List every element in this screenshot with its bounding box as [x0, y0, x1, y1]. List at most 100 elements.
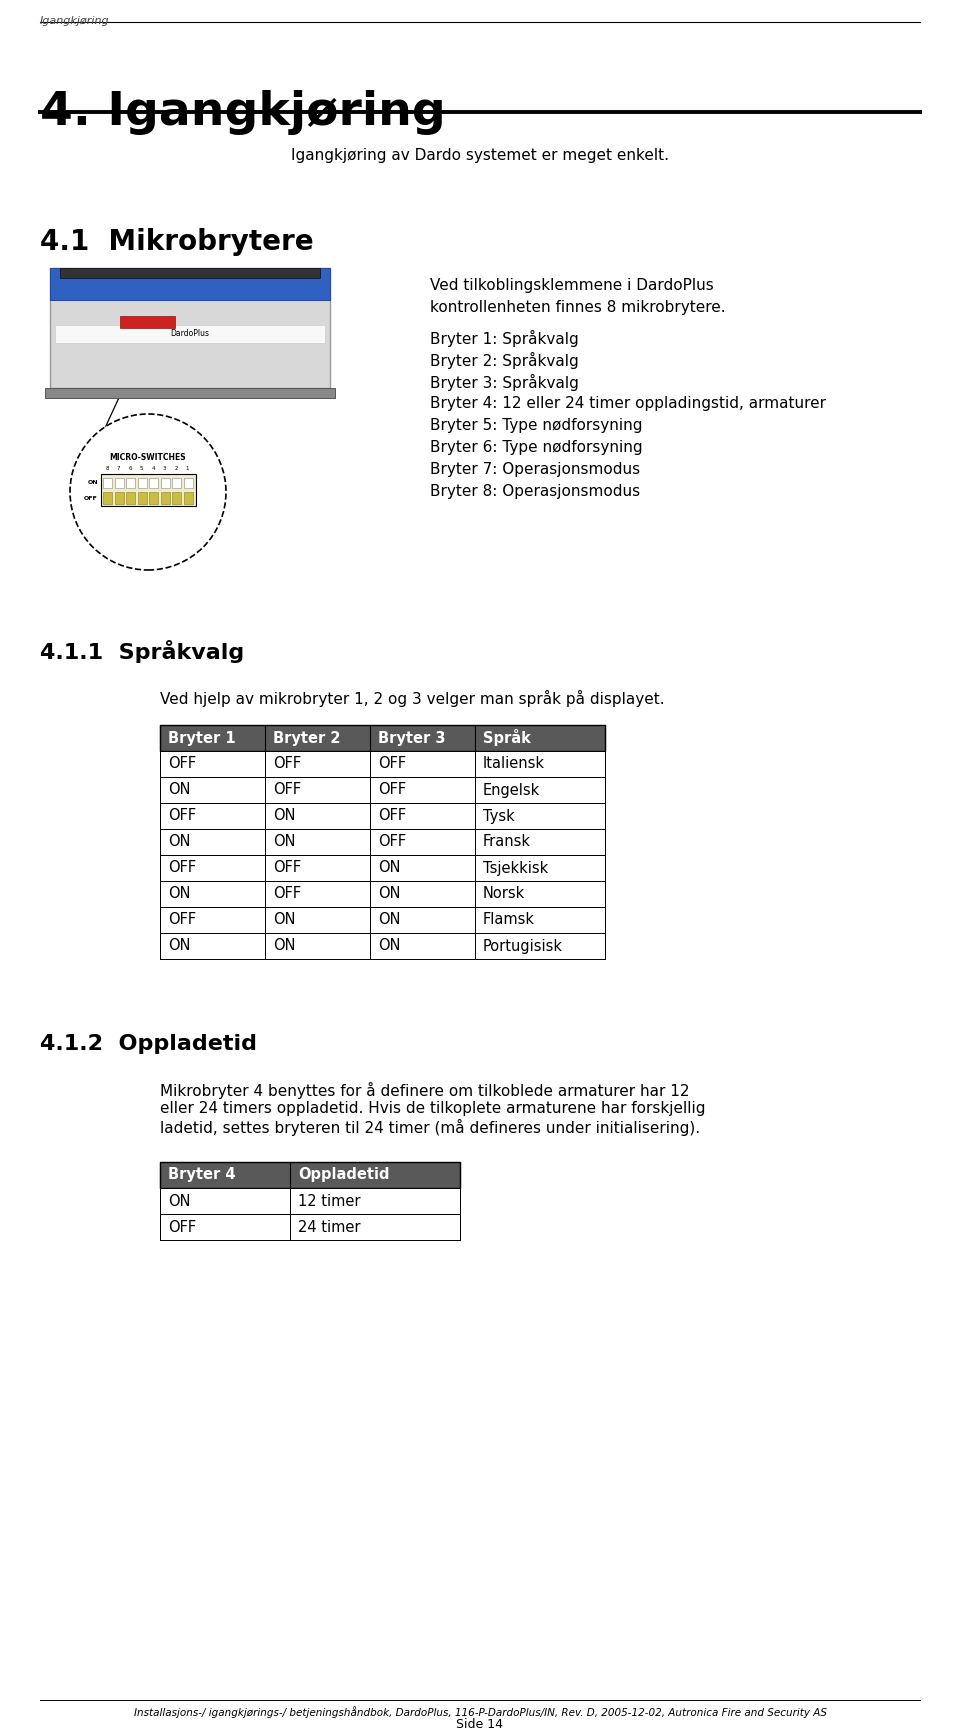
Text: Tsjekkisk: Tsjekkisk	[483, 861, 548, 875]
Text: Bryter 6: Type nødforsyning: Bryter 6: Type nødforsyning	[430, 439, 642, 455]
Text: Engelsk: Engelsk	[483, 783, 540, 797]
Bar	[160, 906, 605, 932]
Text: kontrollenheten finnes 8 mikrobrytere.: kontrollenheten finnes 8 mikrobrytere.	[430, 300, 726, 314]
Bar	[103, 491, 112, 503]
Bar	[126, 491, 135, 503]
Bar	[172, 491, 181, 503]
Text: OFF: OFF	[273, 887, 301, 901]
Text: 4.1.2  Oppladetid: 4.1.2 Oppladetid	[40, 1035, 257, 1054]
Text: OFF: OFF	[168, 757, 196, 771]
Text: Ved tilkoblingsklemmene i DardoPlus: Ved tilkoblingsklemmene i DardoPlus	[430, 278, 713, 293]
Text: Bryter 8: Operasjonsmodus: Bryter 8: Operasjonsmodus	[430, 484, 640, 498]
Text: Mikrobryter 4 benyttes for å definere om tilkoblede armaturer har 12
eller 24 ti: Mikrobryter 4 benyttes for å definere om…	[160, 1082, 706, 1137]
Text: OFF: OFF	[378, 757, 406, 771]
Text: Side 14: Side 14	[457, 1719, 503, 1731]
Text: Portugisisk: Portugisisk	[483, 939, 563, 953]
Bar	[120, 316, 175, 328]
Ellipse shape	[70, 413, 226, 569]
Text: OFF: OFF	[168, 913, 196, 927]
Text: ON: ON	[168, 783, 190, 797]
Text: OFF: OFF	[273, 757, 301, 771]
Text: Igangkjøring av Dardo systemet er meget enkelt.: Igangkjøring av Dardo systemet er meget …	[291, 148, 669, 163]
Bar	[55, 325, 325, 344]
Bar	[160, 830, 605, 856]
Bar	[172, 477, 181, 488]
Text: OFF: OFF	[378, 809, 406, 823]
Text: 6: 6	[129, 467, 132, 472]
Text: ON: ON	[378, 939, 400, 953]
Text: Fransk: Fransk	[483, 835, 531, 849]
Bar	[114, 477, 124, 488]
Bar	[160, 856, 605, 880]
Text: 24 timer: 24 timer	[298, 1219, 361, 1234]
Bar	[183, 491, 193, 503]
Bar	[160, 491, 170, 503]
Text: Bryter 4: Bryter 4	[168, 1168, 235, 1182]
Text: OFF: OFF	[168, 809, 196, 823]
Text: OFF: OFF	[84, 495, 98, 500]
Text: Bryter 3: Språkvalg: Bryter 3: Språkvalg	[430, 373, 579, 391]
Text: ON: ON	[168, 887, 190, 901]
Text: MICRO-SWITCHES: MICRO-SWITCHES	[109, 453, 186, 462]
Text: Igangkjøring: Igangkjøring	[40, 16, 109, 26]
Text: Bryter 1: Språkvalg: Bryter 1: Språkvalg	[430, 330, 579, 347]
Bar	[60, 267, 320, 278]
Text: Tysk: Tysk	[483, 809, 515, 823]
Text: ON: ON	[168, 939, 190, 953]
Bar	[50, 267, 330, 300]
Bar	[160, 726, 605, 752]
Text: ON: ON	[273, 939, 296, 953]
Bar	[149, 491, 158, 503]
Text: ON: ON	[168, 1194, 190, 1208]
Text: OFF: OFF	[378, 783, 406, 797]
Bar	[137, 491, 147, 503]
Text: Bryter 2: Språkvalg: Bryter 2: Språkvalg	[430, 352, 579, 370]
Bar	[126, 477, 135, 488]
Bar	[160, 880, 605, 906]
Text: 2: 2	[175, 467, 178, 472]
Text: ON: ON	[273, 809, 296, 823]
Text: Bryter 2: Bryter 2	[273, 731, 341, 745]
Text: Språk: Språk	[483, 729, 531, 746]
Text: ON: ON	[378, 913, 400, 927]
Text: 4.1  Mikrobrytere: 4.1 Mikrobrytere	[40, 227, 314, 255]
Bar	[160, 804, 605, 830]
Text: OFF: OFF	[273, 861, 301, 875]
Bar	[114, 491, 124, 503]
Text: 8: 8	[106, 467, 108, 472]
Bar	[103, 477, 112, 488]
Bar	[160, 477, 170, 488]
Bar	[160, 778, 605, 804]
Text: OFF: OFF	[168, 1219, 196, 1234]
Bar	[183, 477, 193, 488]
Bar	[160, 1213, 460, 1240]
Text: Bryter 3: Bryter 3	[378, 731, 445, 745]
Text: 3: 3	[163, 467, 166, 472]
Text: 1: 1	[185, 467, 189, 472]
Text: Bryter 7: Operasjonsmodus: Bryter 7: Operasjonsmodus	[430, 462, 640, 477]
Bar	[137, 477, 147, 488]
Text: Bryter 5: Type nødforsyning: Bryter 5: Type nødforsyning	[430, 418, 642, 432]
Text: OFF: OFF	[168, 861, 196, 875]
Bar	[160, 1161, 460, 1187]
Text: 5: 5	[140, 467, 143, 472]
Text: Bryter 4: 12 eller 24 timer oppladingstid, armaturer: Bryter 4: 12 eller 24 timer oppladingsti…	[430, 396, 826, 411]
Bar	[50, 267, 330, 389]
Text: DardoPlus: DardoPlus	[171, 330, 209, 339]
Text: OFF: OFF	[273, 783, 301, 797]
Text: ON: ON	[87, 479, 98, 484]
Text: Bryter 1: Bryter 1	[168, 731, 235, 745]
Text: 12 timer: 12 timer	[298, 1194, 361, 1208]
Text: Installasjons-/ igangkjørings-/ betjeningshåndbok, DardoPlus, 116-P-DardoPlus/IN: Installasjons-/ igangkjørings-/ betjenin…	[133, 1706, 827, 1719]
Text: 7: 7	[117, 467, 120, 472]
Text: ON: ON	[273, 913, 296, 927]
Text: OFF: OFF	[378, 835, 406, 849]
Text: Oppladetid: Oppladetid	[298, 1168, 390, 1182]
Text: 4. Igangkjøring: 4. Igangkjøring	[40, 90, 445, 135]
Bar	[160, 1187, 460, 1213]
Text: 4.1.1  Språkvalg: 4.1.1 Språkvalg	[40, 641, 244, 663]
Text: 4: 4	[152, 467, 155, 472]
Text: ON: ON	[168, 835, 190, 849]
Bar	[149, 477, 158, 488]
Bar	[160, 752, 605, 778]
